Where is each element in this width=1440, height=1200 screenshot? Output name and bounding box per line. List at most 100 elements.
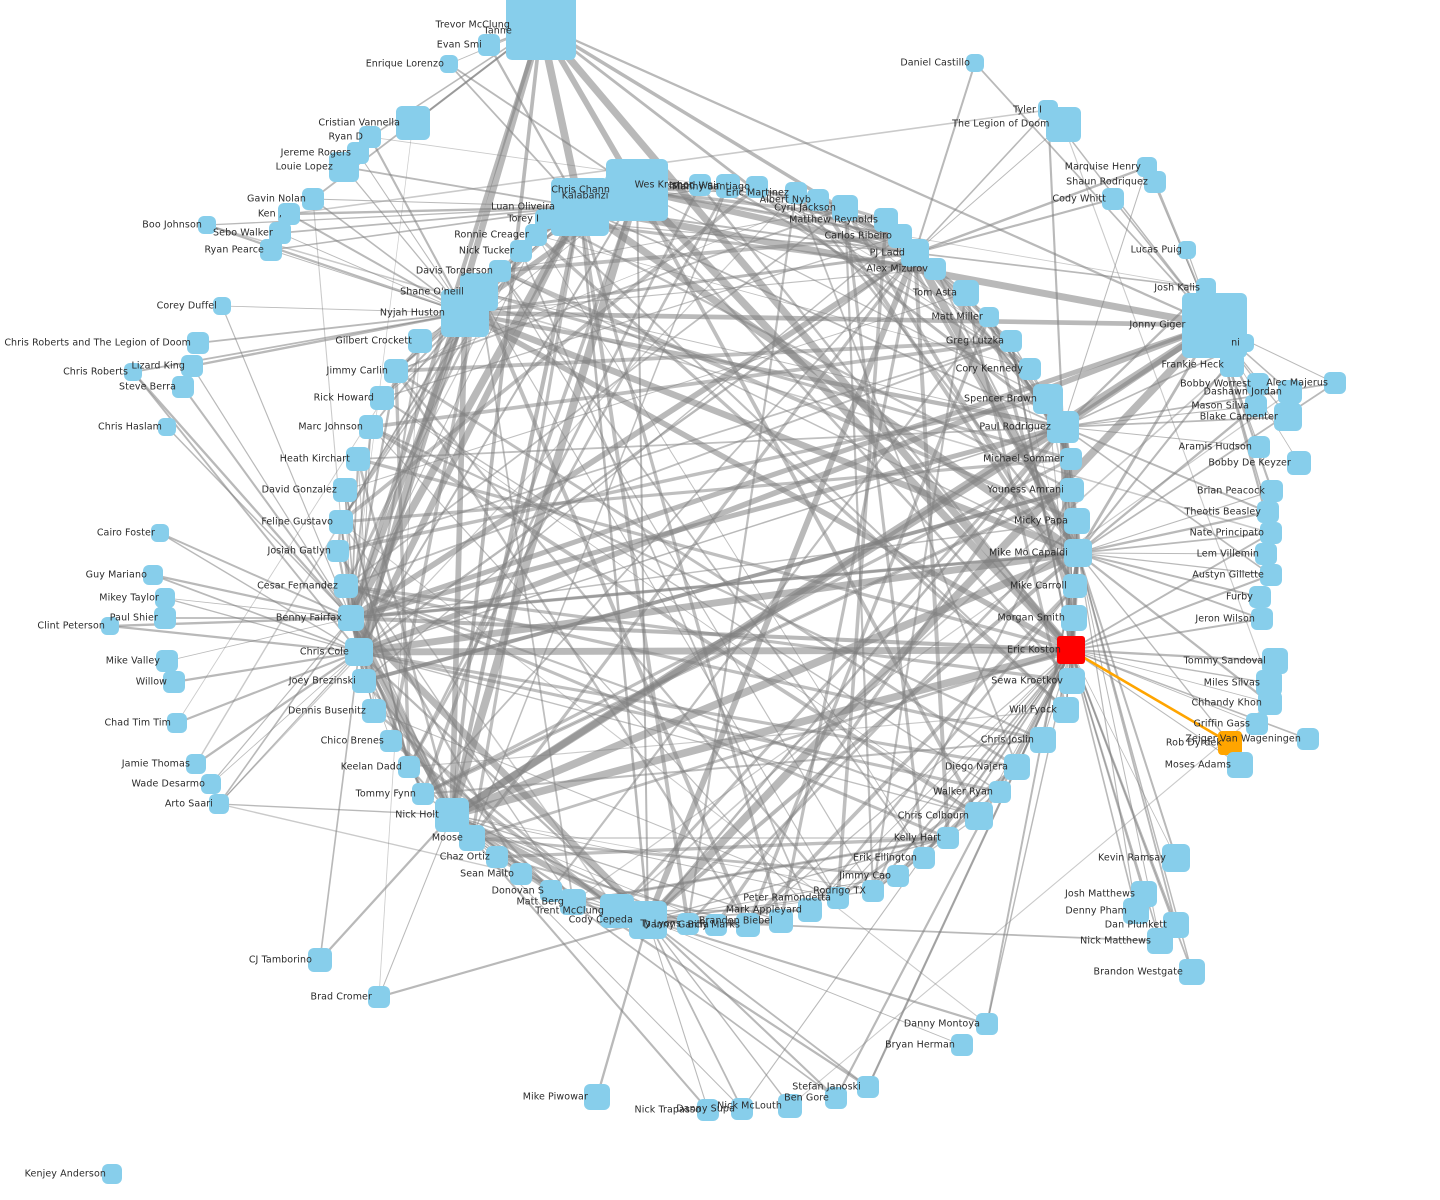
graph-node[interactable] <box>510 240 532 262</box>
graph-node[interactable] <box>1123 898 1149 924</box>
graph-node[interactable] <box>1274 403 1302 431</box>
graph-node[interactable] <box>807 189 829 211</box>
graph-node[interactable] <box>785 182 807 204</box>
graph-node[interactable] <box>478 34 500 56</box>
graph-node[interactable] <box>486 846 508 868</box>
graph-node[interactable] <box>976 1013 998 1035</box>
graph-node[interactable] <box>629 901 667 939</box>
graph-node[interactable] <box>1251 608 1273 630</box>
graph-node[interactable] <box>269 222 291 244</box>
graph-node[interactable] <box>1247 373 1269 395</box>
graph-node[interactable] <box>329 510 353 534</box>
graph-node[interactable] <box>1248 436 1270 458</box>
graph-node[interactable] <box>1278 380 1302 404</box>
graph-node[interactable] <box>1030 727 1056 753</box>
graph-node[interactable] <box>158 418 176 436</box>
graph-node[interactable] <box>600 894 634 928</box>
graph-node[interactable] <box>1063 574 1087 598</box>
graph-node[interactable] <box>384 359 408 383</box>
graph-node[interactable] <box>1261 480 1283 502</box>
graph-node[interactable] <box>345 638 373 666</box>
graph-node[interactable] <box>888 224 912 248</box>
graph-node[interactable] <box>352 669 376 693</box>
graph-node[interactable] <box>370 386 394 410</box>
graph-node[interactable] <box>798 898 822 922</box>
graph-node[interactable] <box>368 986 390 1008</box>
graph-node[interactable] <box>302 188 324 210</box>
graph-node[interactable] <box>1060 448 1082 470</box>
graph-node[interactable] <box>329 152 359 182</box>
graph-node[interactable] <box>1057 636 1085 664</box>
graph-node[interactable] <box>1047 411 1079 443</box>
graph-node[interactable] <box>380 730 402 752</box>
graph-node[interactable] <box>308 948 332 972</box>
graph-node[interactable] <box>1033 384 1063 414</box>
graph-node[interactable] <box>1181 292 1247 358</box>
graph-node[interactable] <box>1260 522 1282 544</box>
graph-node[interactable] <box>101 617 119 635</box>
graph-node[interactable] <box>862 880 884 902</box>
graph-node[interactable] <box>333 478 357 502</box>
graph-node[interactable] <box>1324 372 1346 394</box>
graph-node[interactable] <box>362 699 386 723</box>
graph-node[interactable] <box>124 363 142 381</box>
graph-node[interactable] <box>736 913 760 937</box>
graph-node[interactable] <box>769 909 793 933</box>
graph-node[interactable] <box>1260 564 1282 586</box>
graph-node[interactable] <box>1236 334 1254 352</box>
graph-node[interactable] <box>102 1164 122 1184</box>
graph-node[interactable] <box>1102 188 1124 210</box>
graph-node[interactable] <box>198 216 216 234</box>
graph-node[interactable] <box>163 671 185 693</box>
graph-node[interactable] <box>965 802 993 830</box>
graph-node[interactable] <box>924 258 946 280</box>
graph-node[interactable] <box>1220 353 1244 377</box>
graph-node[interactable] <box>441 289 489 337</box>
graph-node[interactable] <box>359 415 383 439</box>
graph-node[interactable] <box>510 863 532 885</box>
graph-node[interactable] <box>1178 241 1196 259</box>
graph-node[interactable] <box>1287 451 1311 475</box>
graph-node[interactable] <box>966 54 984 72</box>
graph-node[interactable] <box>1162 844 1190 872</box>
graph-node[interactable] <box>1257 501 1279 523</box>
graph-node[interactable] <box>705 914 727 936</box>
graph-node[interactable] <box>951 1034 973 1056</box>
graph-node[interactable] <box>408 329 432 353</box>
graph-node[interactable] <box>209 794 229 814</box>
graph-node[interactable] <box>540 880 562 902</box>
graph-node[interactable] <box>716 174 740 198</box>
graph-node[interactable] <box>156 650 178 672</box>
graph-node[interactable] <box>832 195 858 221</box>
graph-node[interactable] <box>1245 395 1267 417</box>
graph-node[interactable] <box>201 774 221 794</box>
graph-node[interactable] <box>143 565 163 585</box>
graph-node[interactable] <box>186 754 206 774</box>
graph-node[interactable] <box>689 174 711 196</box>
graph-node[interactable] <box>1064 508 1090 534</box>
graph-node[interactable] <box>1147 928 1173 954</box>
graph-node[interactable] <box>346 447 370 471</box>
graph-node[interactable] <box>167 713 187 733</box>
graph-node[interactable] <box>1064 539 1092 567</box>
graph-node[interactable] <box>213 297 231 315</box>
graph-node[interactable] <box>151 524 169 542</box>
graph-node[interactable] <box>746 176 768 198</box>
graph-node[interactable] <box>334 574 358 598</box>
graph-node[interactable] <box>825 1087 847 1109</box>
graph-node[interactable] <box>1218 731 1242 755</box>
graph-node[interactable] <box>1249 586 1271 608</box>
graph-node[interactable] <box>1061 605 1087 631</box>
graph-node[interactable] <box>459 825 485 851</box>
graph-node[interactable] <box>1060 478 1084 502</box>
graph-node[interactable] <box>278 203 300 225</box>
graph-node[interactable] <box>1262 648 1288 674</box>
graph-node[interactable] <box>1246 713 1268 735</box>
graph-node[interactable] <box>1004 754 1030 780</box>
graph-node[interactable] <box>1053 697 1079 723</box>
graph-node[interactable] <box>937 827 959 849</box>
graph-node[interactable] <box>1227 752 1253 778</box>
graph-node[interactable] <box>1059 668 1085 694</box>
graph-node[interactable] <box>396 106 430 140</box>
graph-node[interactable] <box>1000 330 1022 352</box>
